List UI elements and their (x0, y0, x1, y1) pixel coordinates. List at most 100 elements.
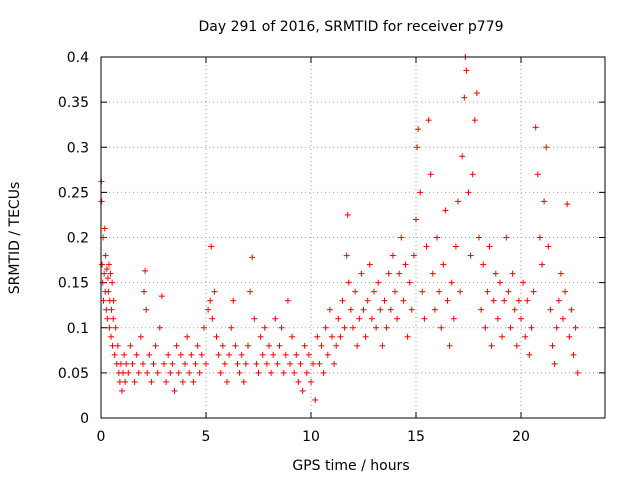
data-point (150, 360, 157, 367)
data-point (116, 378, 123, 385)
data-point (448, 279, 455, 286)
data-point (144, 369, 151, 376)
data-point (110, 297, 117, 304)
data-point (291, 369, 298, 376)
data-point (394, 315, 401, 322)
data-point (247, 288, 254, 295)
data-point (530, 288, 537, 295)
data-point (404, 333, 411, 340)
data-point (522, 333, 529, 340)
data-point (320, 369, 327, 376)
data-point (362, 333, 369, 340)
data-point (379, 342, 386, 349)
data-point (108, 333, 115, 340)
y-tick-label: 0 (80, 411, 89, 427)
data-point (297, 360, 304, 367)
data-point (534, 171, 541, 178)
data-point (459, 153, 466, 160)
data-point (140, 360, 146, 367)
data-point (505, 288, 512, 295)
data-point (119, 387, 125, 394)
data-point (490, 297, 497, 304)
data-point (566, 333, 573, 340)
data-point (133, 351, 140, 358)
chart-title: Day 291 of 2016, SRMTID for receiver p77… (198, 19, 503, 35)
data-point (173, 342, 180, 349)
plot-frame (100, 56, 606, 419)
data-point (152, 342, 159, 349)
data-point (352, 288, 359, 295)
data-point (492, 270, 499, 277)
data-point (335, 315, 342, 322)
data-point (146, 351, 153, 358)
data-point (364, 297, 371, 304)
data-point (171, 387, 178, 394)
data-point (356, 315, 363, 322)
data-point (104, 315, 111, 322)
data-point (539, 261, 545, 268)
x-axis-label: GPS time / hours (292, 458, 409, 474)
data-point (242, 360, 249, 367)
data-point (341, 324, 348, 331)
data-point (343, 252, 350, 259)
data-point (105, 288, 112, 295)
tick-layer: 0 5 10 15 20 0 0.05 0.1 0.15 0.2 0.25 0.3 0.35 0.4 (58, 50, 605, 445)
data-point (381, 297, 388, 304)
data-point (156, 324, 163, 331)
data-point (99, 261, 106, 268)
data-point (209, 315, 216, 322)
data-point (551, 360, 558, 367)
data-point (511, 306, 518, 313)
data-point (564, 201, 571, 208)
data-point (507, 324, 514, 331)
data-point (408, 306, 415, 313)
data-point (494, 315, 501, 322)
grid-layer (101, 57, 605, 418)
data-point (219, 342, 226, 349)
data-point (501, 297, 508, 304)
data-point (429, 270, 436, 277)
data-point (109, 342, 116, 349)
data-point (257, 333, 264, 340)
data-point (436, 288, 443, 295)
data-point (305, 351, 312, 358)
data-point (293, 351, 300, 358)
data-point (303, 369, 310, 376)
data-point (557, 270, 564, 277)
data-point (536, 234, 543, 241)
data-point (249, 254, 256, 261)
y-tick-label: 0.05 (58, 366, 89, 382)
data-point (419, 288, 426, 295)
data-point (278, 324, 285, 331)
data-point (104, 275, 111, 282)
data-point (103, 306, 110, 313)
data-point (354, 342, 361, 349)
y-tick-label: 0.25 (58, 185, 89, 201)
data-point (387, 306, 394, 313)
data-point (232, 342, 239, 349)
data-point (259, 351, 266, 358)
data-point (194, 342, 201, 349)
data-point (389, 252, 396, 259)
x-tick-label: 5 (202, 429, 211, 445)
data-point (450, 315, 457, 322)
data-point (198, 351, 205, 358)
data-point (545, 243, 552, 250)
data-point (478, 306, 485, 313)
data-point (406, 279, 413, 286)
data-point (188, 351, 195, 358)
data-point (402, 261, 409, 268)
data-point (377, 306, 384, 313)
data-point (101, 270, 108, 277)
data-point (224, 378, 230, 385)
data-point (503, 234, 510, 241)
data-point (347, 306, 354, 313)
y-tick-label: 0.15 (58, 276, 89, 292)
data-point (520, 279, 527, 286)
data-point (100, 297, 107, 304)
data-point (333, 342, 340, 349)
data-point (414, 144, 421, 151)
data-point (421, 315, 428, 322)
data-point (549, 342, 556, 349)
